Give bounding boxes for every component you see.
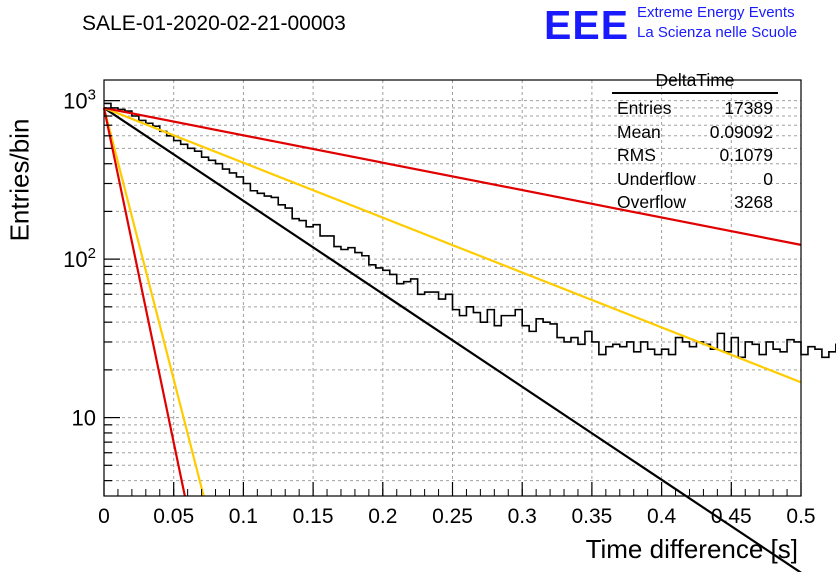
stats-label: Entries <box>617 98 672 118</box>
stats-label: Overflow <box>617 192 687 212</box>
stats-label: Mean <box>617 121 661 142</box>
stats-value: 3268 <box>734 192 773 212</box>
fit-line <box>103 106 802 384</box>
fit-lines <box>102 106 802 572</box>
fit-line <box>102 107 186 497</box>
logo-subtitle-1: Extreme Energy Events <box>637 4 795 21</box>
logo-subtitle-2: La Scienza nelle Scuole <box>637 24 798 41</box>
x-tick-label: 0.15 <box>293 505 334 528</box>
stats-row-entries: Entries 17389 <box>612 97 778 121</box>
stats-value: 17389 <box>724 98 773 118</box>
x-tick-label: 0.35 <box>571 505 612 528</box>
histogram <box>104 102 836 359</box>
fit-line <box>103 106 802 246</box>
stats-label: RMS <box>617 145 656 165</box>
stats-label: Underflow <box>617 168 696 189</box>
x-tick-label: 0.3 <box>508 505 537 528</box>
stats-row-mean: Mean 0.09092 <box>612 121 778 145</box>
stats-box: DeltaTime Entries 17389 Mean 0.09092 RMS… <box>612 70 778 215</box>
chart-title: SALE-01-2020-02-21-00003 <box>82 12 346 35</box>
stats-row-overflow: Overflow 3268 <box>612 191 778 215</box>
x-tick-label: 0.1 <box>229 505 258 528</box>
stats-value: 0.1079 <box>719 145 773 165</box>
stats-row-rms: RMS 0.1079 <box>612 144 778 168</box>
grid-lines <box>104 80 801 496</box>
fit-line <box>102 107 205 497</box>
axis-ticks: 0 0.05 0.1 0.15 0.2 0.25 0.3 0.35 0.4 0.45 0.5 10 10… <box>63 87 815 528</box>
histogram-outline <box>104 102 836 359</box>
stats-title: DeltaTime <box>612 70 778 94</box>
stats-value: 0.09092 <box>709 121 773 142</box>
stats-value: 0 <box>763 168 773 189</box>
x-tick-label: 0.2 <box>368 505 397 528</box>
fit-line <box>103 106 802 572</box>
x-tick-label: 0 <box>98 505 110 528</box>
x-tick-label: 0.05 <box>153 505 194 528</box>
y-axis-label: Entries/bin <box>4 118 35 242</box>
y-tick-label: 103 <box>63 87 96 114</box>
eee-logo: EEE <box>544 2 630 48</box>
y-tick-label: 10 <box>72 406 96 431</box>
x-axis-label: Time difference [s] <box>585 534 798 564</box>
x-tick-label: 0.25 <box>432 505 473 528</box>
stats-row-underflow: Underflow 0 <box>612 168 778 192</box>
x-tick-label: 0.5 <box>786 505 815 528</box>
x-tick-label: 0.4 <box>647 505 677 528</box>
y-tick-label: 102 <box>63 245 96 272</box>
x-tick-label: 0.45 <box>711 505 752 528</box>
